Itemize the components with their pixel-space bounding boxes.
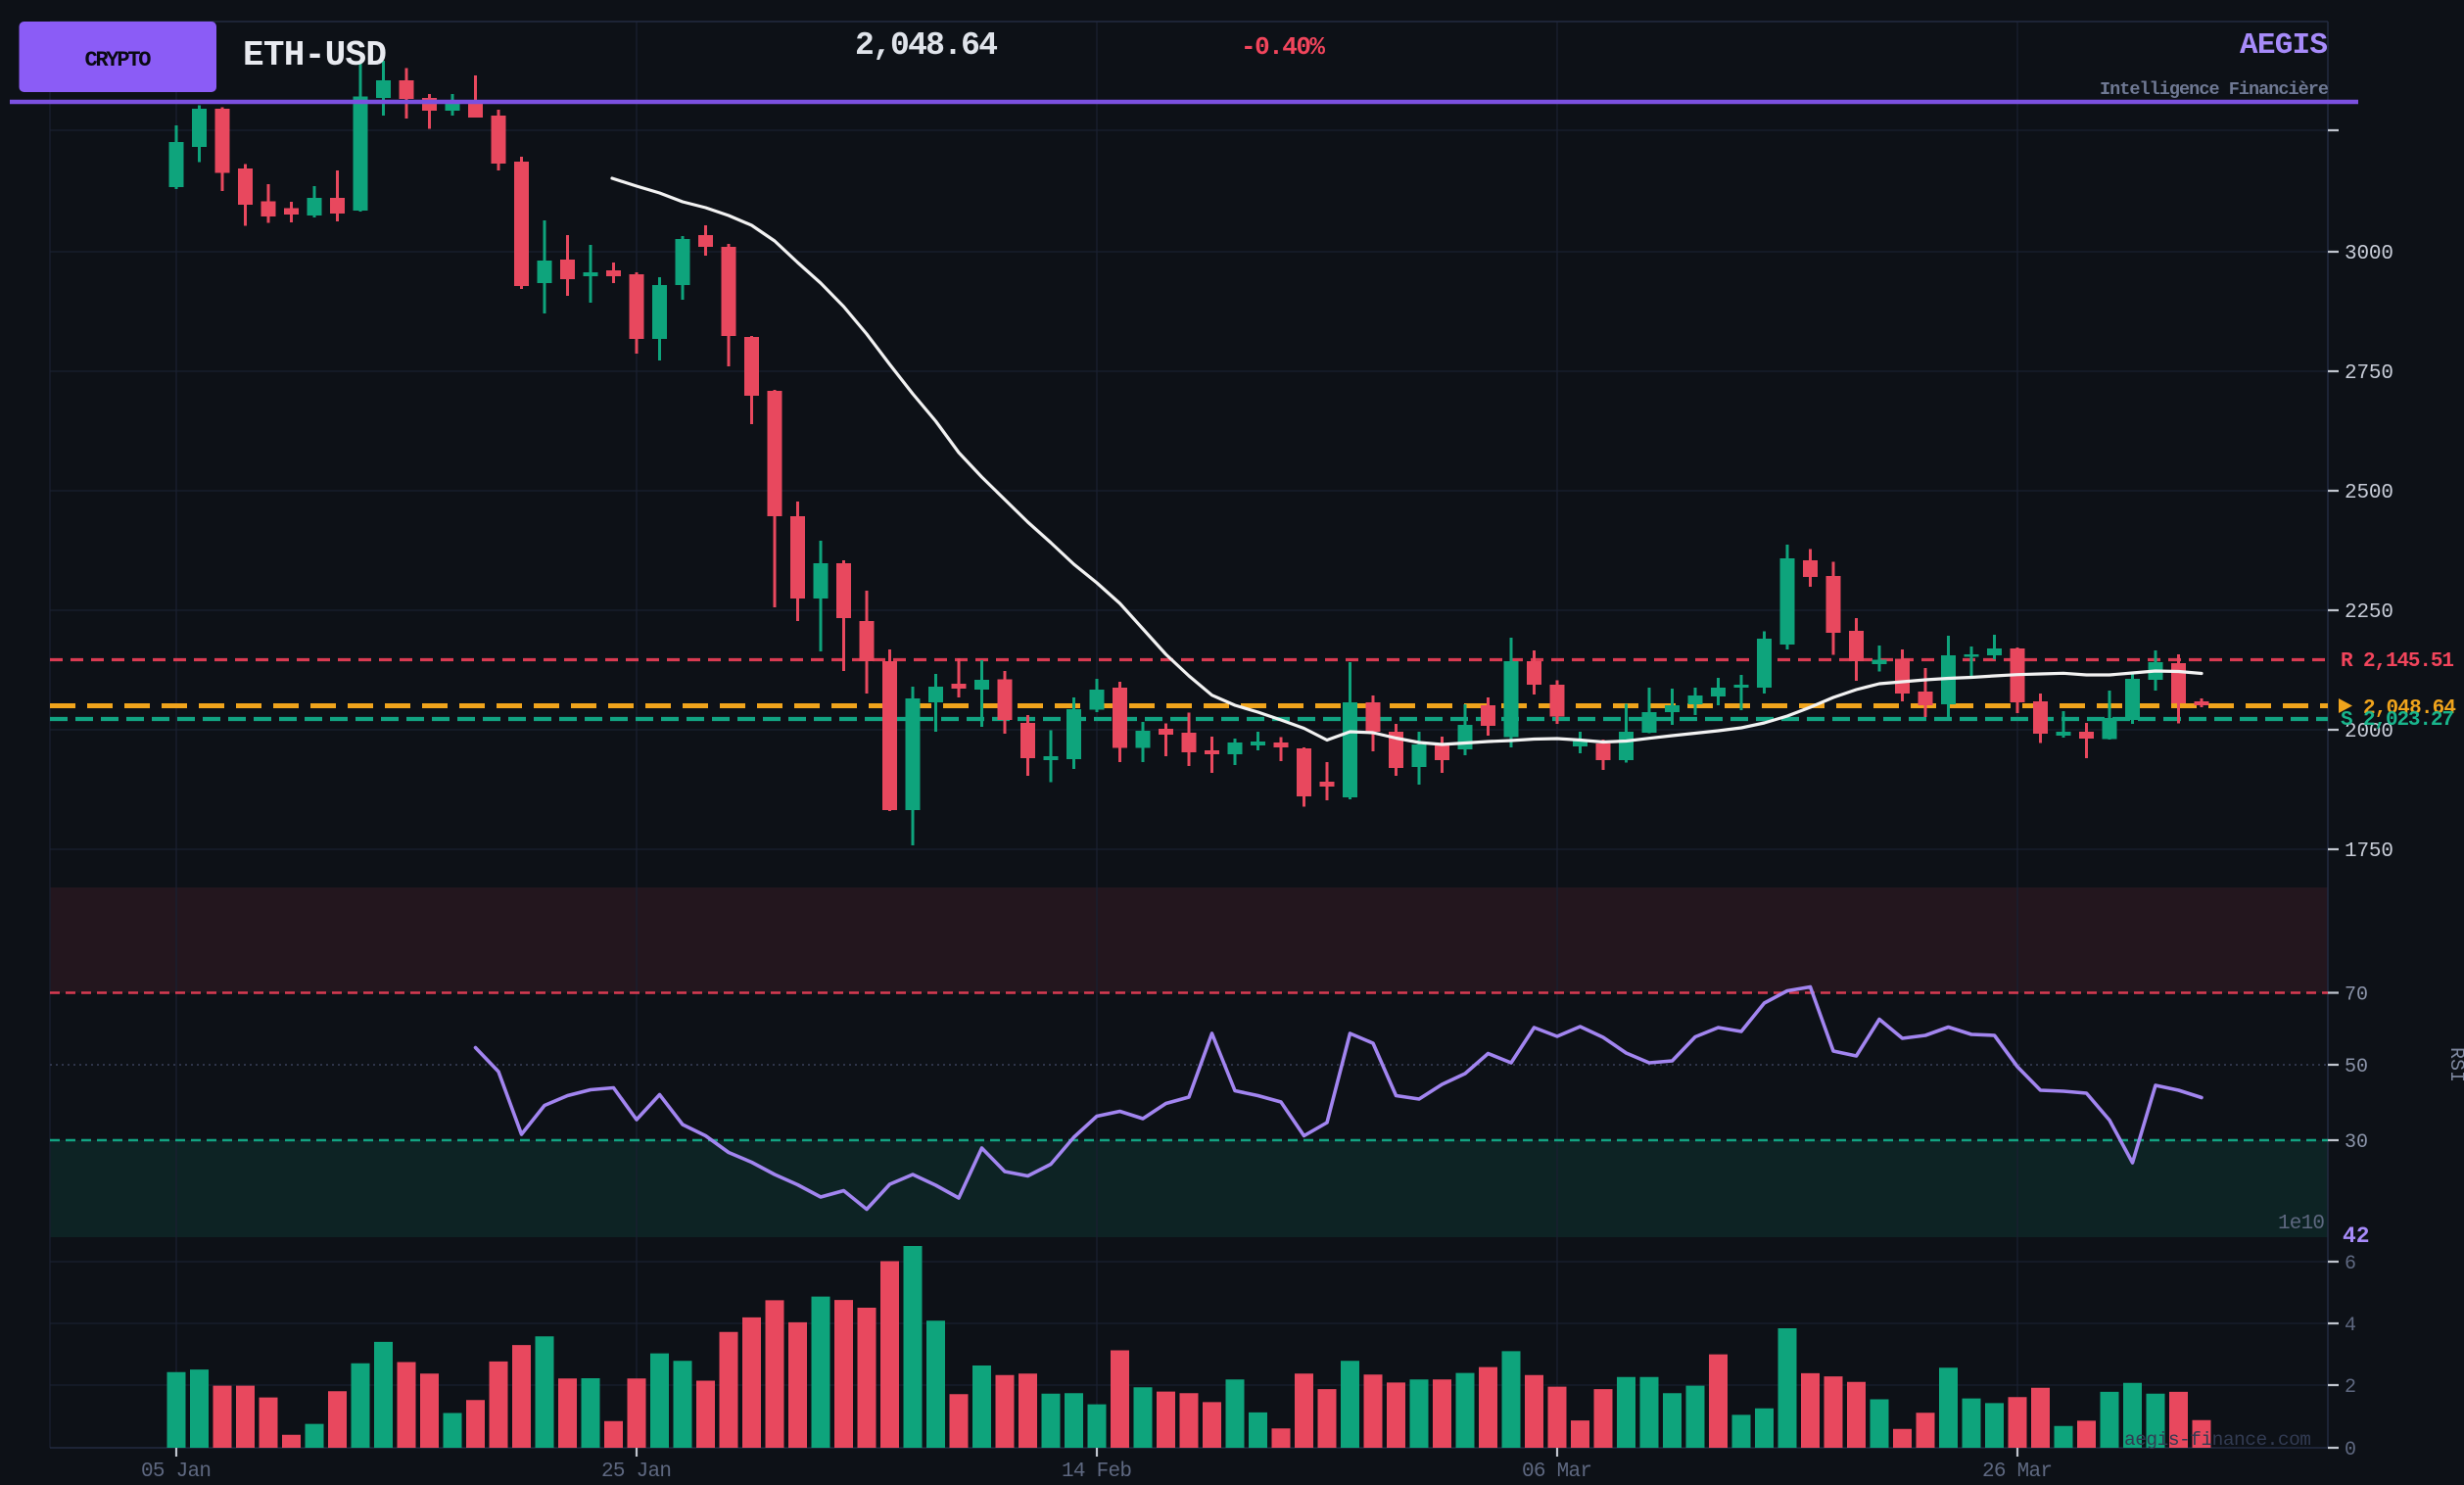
svg-text:2,048.64: 2,048.64 <box>855 27 998 64</box>
svg-text:2250: 2250 <box>2345 601 2393 624</box>
svg-text:14 Feb: 14 Feb <box>1062 1461 1132 1483</box>
svg-text:2500: 2500 <box>2345 482 2393 504</box>
svg-text:2,048.64: 2,048.64 <box>2363 697 2456 720</box>
svg-text:26 Mar: 26 Mar <box>1982 1461 2053 1483</box>
svg-text:06 Mar: 06 Mar <box>1522 1461 1592 1483</box>
svg-text:2: 2 <box>2345 1376 2356 1399</box>
svg-text:6: 6 <box>2345 1253 2356 1275</box>
svg-text:3000: 3000 <box>2345 243 2393 265</box>
svg-text:CRYPTO: CRYPTO <box>85 48 152 72</box>
svg-text:R 2,145.51: R 2,145.51 <box>2341 650 2454 673</box>
svg-text:70: 70 <box>2345 984 2368 1007</box>
svg-text:1e10: 1e10 <box>2278 1213 2325 1235</box>
svg-text:ETH-USD: ETH-USD <box>243 35 387 75</box>
svg-text:4: 4 <box>2345 1315 2356 1337</box>
svg-text:Intelligence Financière: Intelligence Financière <box>2100 79 2329 100</box>
svg-text:25 Jan: 25 Jan <box>601 1461 672 1483</box>
svg-text:05 Jan: 05 Jan <box>141 1461 212 1483</box>
svg-text:30: 30 <box>2345 1131 2368 1154</box>
svg-text:aegis-finance.com: aegis-finance.com <box>2124 1429 2311 1451</box>
svg-text:2750: 2750 <box>2345 362 2393 385</box>
svg-text:50: 50 <box>2345 1056 2368 1078</box>
svg-text:RSI: RSI <box>2444 1047 2464 1082</box>
svg-text:2000: 2000 <box>2345 721 2393 743</box>
svg-text:0: 0 <box>2345 1439 2356 1461</box>
svg-text:-0.40%: -0.40% <box>1241 32 1325 62</box>
svg-text:1750: 1750 <box>2345 840 2393 863</box>
svg-text:S 2,023.27: S 2,023.27 <box>2341 709 2454 732</box>
svg-text:AEGIS: AEGIS <box>2240 28 2328 63</box>
svg-text:42: 42 <box>2343 1223 2370 1249</box>
